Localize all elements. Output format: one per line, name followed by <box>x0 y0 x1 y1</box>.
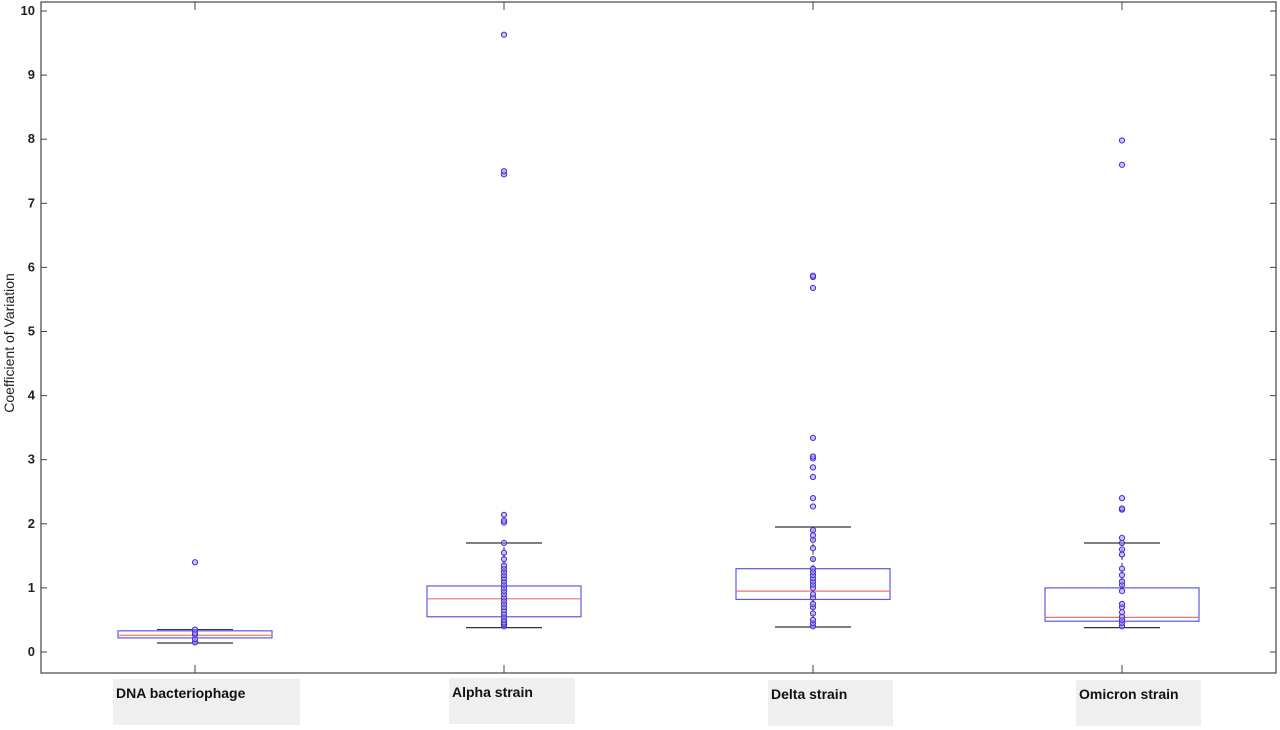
outlier-point <box>500 517 508 524</box>
outlier-point <box>809 610 817 617</box>
category-label: Alpha strain <box>452 684 533 700</box>
y-tick-label: 1 <box>28 580 35 595</box>
boxes <box>117 526 1200 644</box>
outlier-point <box>1118 571 1126 579</box>
outlier-point <box>809 545 817 552</box>
outlier-point <box>809 473 817 481</box>
outlier-point <box>809 272 817 279</box>
y-tick-label: 5 <box>28 324 35 339</box>
outlier-point <box>809 284 817 292</box>
outlier-point <box>1118 137 1126 144</box>
category-label-background <box>1076 680 1201 726</box>
outlier-point <box>1118 546 1126 553</box>
outlier-point <box>809 591 817 598</box>
outliers <box>191 31 1126 646</box>
outlier-point <box>1118 534 1126 542</box>
outlier-point <box>500 511 508 518</box>
outlier-point <box>809 434 817 442</box>
category-label: Omicron strain <box>1079 686 1179 702</box>
outlier-point <box>500 562 508 569</box>
category-label-background <box>768 680 893 726</box>
y-tick-label: 7 <box>28 195 35 210</box>
outlier-point <box>809 495 817 502</box>
outlier-point <box>809 555 817 563</box>
y-tick-label: 9 <box>28 67 35 82</box>
outlier-point <box>809 565 817 572</box>
y-tick-label: 3 <box>28 452 35 467</box>
outlier-point <box>809 616 817 624</box>
outlier-point <box>1118 539 1126 547</box>
outlier-point <box>1118 578 1126 585</box>
outlier-point <box>191 626 199 633</box>
outlier-point <box>809 503 817 510</box>
category-label-background <box>449 678 575 724</box>
outlier-point <box>500 549 508 556</box>
outlier-point <box>1118 609 1126 616</box>
outlier-point <box>1118 600 1126 608</box>
outlier-point <box>1118 161 1126 168</box>
plot-frame <box>40 1 1277 674</box>
outlier-point <box>1118 551 1126 558</box>
outlier-point <box>809 453 817 460</box>
y-tick-label: 8 <box>28 131 35 146</box>
outlier-point <box>191 559 199 566</box>
y-tick-label: 0 <box>28 644 35 659</box>
y-axis-label: Coefficient of Variation <box>1 273 17 413</box>
outlier-point <box>1118 505 1126 512</box>
outlier-point <box>500 555 508 563</box>
outlier-point <box>1118 495 1126 502</box>
outlier-point <box>809 527 817 534</box>
category-label: DNA bacteriophage <box>116 685 246 701</box>
axes: 0 1 2 3 4 5 6 7 8 9 10 <box>21 1 1277 674</box>
category-label-background <box>113 679 300 725</box>
outlier-point <box>500 539 508 547</box>
outlier-point <box>809 600 817 608</box>
y-tick-label: 10 <box>21 3 35 18</box>
category-label: Delta strain <box>771 686 848 702</box>
outlier-point <box>809 464 817 471</box>
outlier-point <box>1118 588 1126 595</box>
outlier-point <box>1118 565 1126 572</box>
outlier-point <box>809 532 817 539</box>
y-tick-label: 6 <box>28 259 35 274</box>
outlier-point <box>500 31 508 38</box>
y-tick-label: 4 <box>28 388 36 403</box>
outlier-point <box>500 168 508 175</box>
y-tick-label: 2 <box>28 516 35 531</box>
